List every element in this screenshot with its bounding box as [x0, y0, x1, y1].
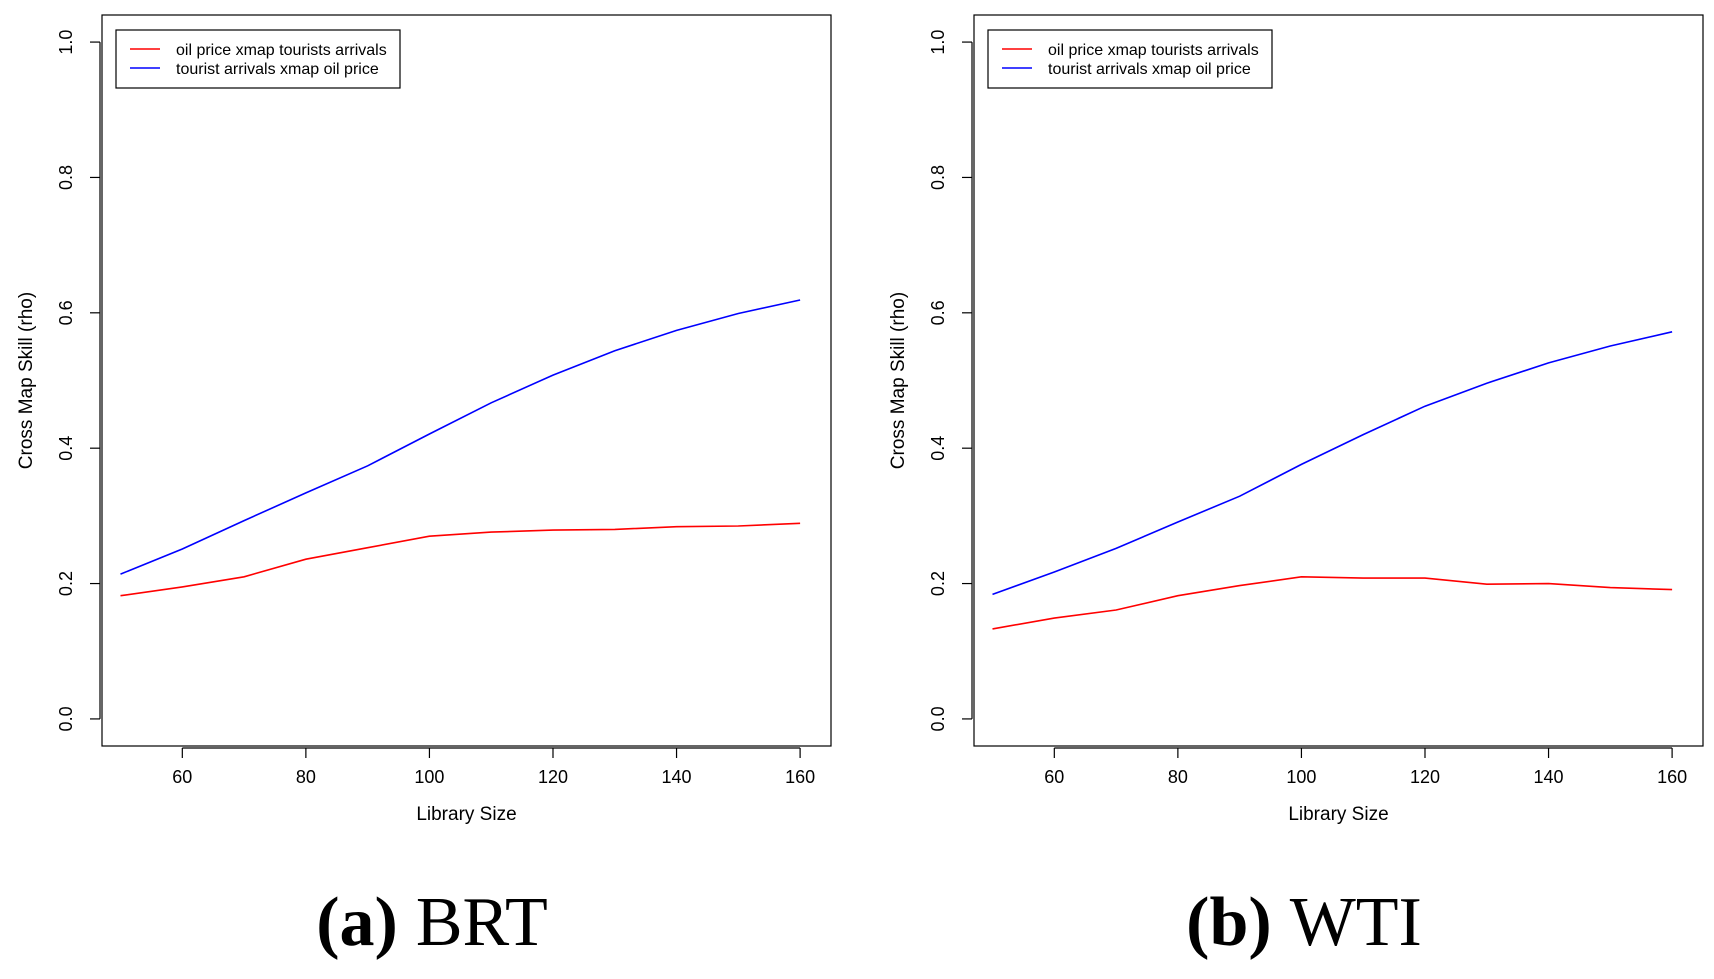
x-tick-label: 100: [414, 767, 444, 787]
legend-box: [115, 29, 401, 89]
y-tick-label: 1.0: [56, 30, 76, 55]
x-tick-label: 140: [1534, 767, 1564, 787]
x-tick-label: 60: [1044, 767, 1064, 787]
legend-label-1: oil price xmap tourists arrivals: [176, 42, 387, 59]
x-axis-title: Library Size: [416, 804, 516, 825]
legend: oil price xmap tourists arrivals tourist …: [987, 29, 1273, 89]
legend: oil price xmap tourists arrivals tourist …: [115, 29, 401, 89]
y-axis-title: Cross Map Skill (rho): [888, 292, 909, 469]
y-tick-label: 0.4: [56, 436, 76, 461]
y-tick-label: 0.4: [928, 436, 948, 461]
panel-caption-name: WTI: [1290, 884, 1422, 961]
chart-panel-1: 60 80 100 120 140 160 0.0 0.2 0.4 0.6 0.8 1.0 Librar…: [16, 14, 832, 961]
y-axis-title: Cross Map Skill (rho): [16, 292, 37, 469]
x-axis-title: Library Size: [1288, 804, 1388, 825]
y-tick-label: 0.6: [928, 300, 948, 325]
plot-frame: [973, 14, 1704, 747]
x-tick-label: 120: [538, 767, 568, 787]
series-line-2: [992, 331, 1673, 596]
x-tick-label: 160: [785, 767, 815, 787]
x-tick-label: 60: [172, 767, 192, 787]
panel-label: (b): [1186, 884, 1272, 961]
plot-frame: [101, 14, 832, 747]
y-tick-label: 0.2: [928, 571, 948, 596]
x-tick-label: 120: [1410, 767, 1440, 787]
y-tick-label: 0.8: [56, 165, 76, 190]
y-tick-label: 0.2: [56, 571, 76, 596]
y-tick-label: 1.0: [928, 30, 948, 55]
x-tick-label: 160: [1657, 767, 1687, 787]
y-tick-label: 0.8: [928, 165, 948, 190]
series-line-2: [120, 299, 801, 575]
panel-label: (a): [316, 884, 398, 961]
y-tick-label: 0.6: [56, 300, 76, 325]
x-tick-label: 80: [1168, 767, 1188, 787]
y-tick-label: 0.0: [56, 706, 76, 731]
series-line-1: [120, 522, 801, 597]
panel-caption: (a) BRT: [316, 884, 548, 961]
legend-label-2: tourist arrivals xmap oil price: [176, 61, 379, 78]
legend-box: [987, 29, 1273, 89]
panel-caption: (b) WTI: [1186, 884, 1422, 961]
legend-label-1: oil price xmap tourists arrivals: [1048, 42, 1259, 59]
chart-panel-2: 60 80 100 120 140 160 0.0 0.2 0.4 0.6 0.8 1.0 Librar…: [888, 14, 1704, 961]
y-tick-label: 0.0: [928, 706, 948, 731]
x-tick-label: 140: [662, 767, 692, 787]
x-tick-label: 100: [1286, 767, 1316, 787]
panel-caption-name: BRT: [416, 884, 548, 961]
x-tick-label: 80: [296, 767, 316, 787]
series-line-1: [992, 575, 1673, 630]
legend-label-2: tourist arrivals xmap oil price: [1048, 61, 1251, 78]
